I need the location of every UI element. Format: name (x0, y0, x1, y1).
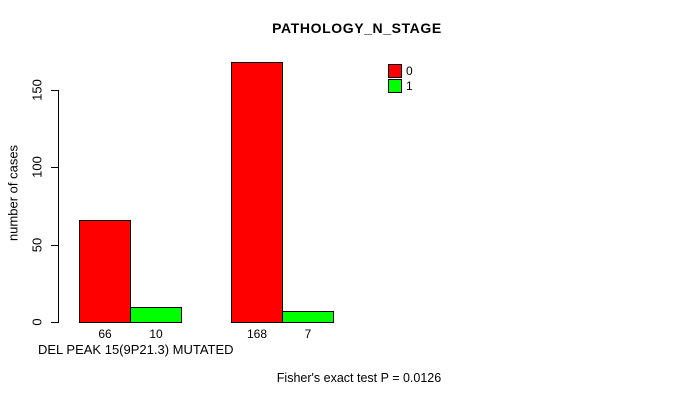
bar-1-group1 (130, 307, 182, 323)
x-axis-title: DEL PEAK 15(9P21.3) MUTATED (38, 342, 234, 357)
legend-swatch-red (388, 64, 402, 78)
y-tick (51, 90, 58, 91)
legend-entry-0: 0 (388, 64, 413, 78)
y-axis-line (58, 90, 59, 323)
legend: 0 1 (388, 64, 413, 94)
y-tick-label: 50 (29, 237, 45, 253)
bar-value-label: 168 (246, 327, 268, 341)
legend-entry-1: 1 (388, 79, 413, 93)
legend-label-0: 0 (406, 63, 413, 78)
y-tick (51, 245, 58, 246)
legend-label-1: 1 (406, 78, 413, 93)
y-tick (51, 167, 58, 168)
y-tick-label: 0 (29, 318, 45, 326)
y-tick-label: 100 (29, 156, 45, 178)
y-tick (51, 322, 58, 323)
stat-test-annotation: Fisher's exact test P = 0.0126 (276, 371, 442, 385)
bar-1-group2 (282, 311, 334, 323)
bar-0-group2 (231, 62, 283, 323)
legend-swatch-green (388, 79, 402, 93)
bar-value-label: 66 (98, 327, 112, 341)
chart-title: PATHOLOGY_N_STAGE (272, 20, 442, 36)
bar-value-label: 10 (149, 327, 163, 341)
bar-value-label: 7 (304, 327, 312, 341)
bar-0-group1 (79, 220, 131, 323)
y-tick-label: 150 (29, 79, 45, 101)
